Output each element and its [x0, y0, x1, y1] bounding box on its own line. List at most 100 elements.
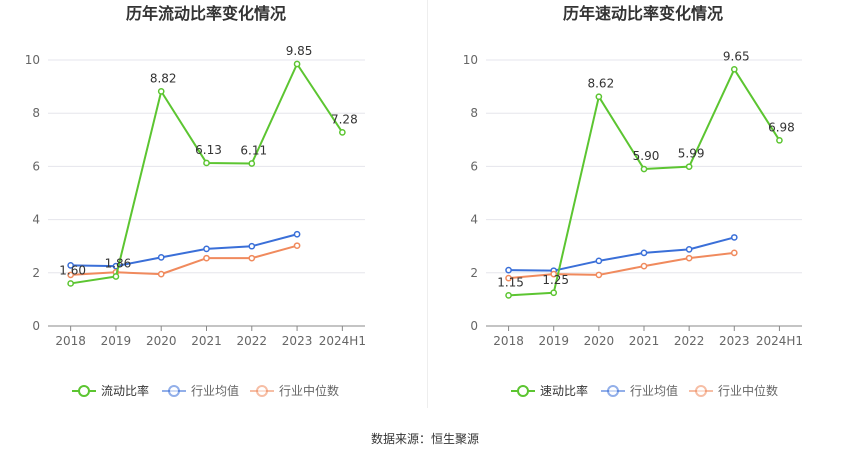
data-point: [730, 65, 738, 73]
legend-label: 行业均值: [630, 383, 678, 398]
data-point: [595, 257, 603, 265]
data-label: 5.90: [633, 149, 660, 163]
data-label: 1.86: [105, 257, 132, 271]
data-point: [67, 262, 74, 269]
data-point: [505, 292, 512, 299]
data-point: [505, 266, 512, 274]
data-point: [730, 234, 738, 241]
data-point: [730, 249, 738, 257]
data-point: [293, 242, 301, 250]
legend-item: 速动比率: [511, 383, 588, 398]
data-point: [595, 271, 603, 279]
x-tick-label: 2023: [282, 334, 313, 348]
legend-marker: [78, 385, 90, 397]
data-point: [339, 129, 346, 136]
legend-item: 行业中位数: [250, 383, 339, 398]
x-tick-label: 2024H1: [319, 334, 366, 348]
y-tick-label: 10: [25, 53, 40, 67]
data-label: 8.82: [150, 71, 177, 85]
data-point: [248, 160, 256, 167]
legend-marker: [168, 385, 180, 397]
x-tick-label: 2022: [237, 334, 268, 348]
y-tick-label: 2: [470, 266, 478, 280]
legend-item: 行业均值: [601, 383, 678, 398]
data-label: 6.13: [195, 143, 222, 157]
legend-label: 行业均值: [191, 383, 239, 398]
panel-divider: [427, 0, 428, 408]
data-point: [595, 93, 603, 101]
series-line: [508, 251, 735, 280]
y-tick-label: 8: [32, 106, 40, 120]
data-point: [203, 159, 210, 167]
legend-item: 流动比率: [72, 383, 149, 398]
data-point: [550, 270, 558, 278]
data-label: 7.28: [331, 112, 358, 126]
legend-item: 行业中位数: [689, 383, 778, 398]
data-point: [203, 245, 210, 253]
legend-label: 流动比率: [101, 383, 149, 398]
y-tick-label: 2: [32, 266, 40, 280]
series-line: [70, 244, 298, 276]
data-point: [685, 254, 693, 262]
chart-title: 历年速动比率变化情况: [563, 4, 723, 23]
x-tick-label: 2019: [538, 334, 569, 348]
y-tick-label: 0: [470, 319, 478, 333]
data-point: [157, 270, 165, 278]
data-label: 9.85: [286, 44, 313, 58]
data-label: 1.15: [497, 275, 524, 289]
data-point: [505, 274, 512, 282]
data-point: [776, 136, 783, 144]
data-point: [640, 262, 648, 270]
data-point: [67, 280, 74, 287]
y-tick-label: 4: [470, 213, 478, 227]
data-label: 1.60: [59, 263, 86, 277]
y-tick-label: 0: [32, 319, 40, 333]
x-tick-label: 2018: [55, 334, 86, 348]
data-label: 6.98: [768, 120, 795, 134]
data-point: [248, 254, 256, 262]
data-point: [112, 273, 120, 280]
data-label: 6.11: [240, 143, 267, 157]
x-tick-label: 2020: [146, 334, 177, 348]
y-tick-label: 6: [32, 159, 40, 173]
data-point: [550, 289, 558, 297]
series-line: [508, 236, 735, 272]
data-point: [248, 242, 256, 250]
data-point: [640, 165, 648, 173]
y-tick-label: 6: [470, 159, 478, 173]
data-label: 5.99: [678, 147, 705, 161]
data-point: [157, 254, 165, 261]
legend-marker: [607, 385, 619, 397]
x-tick-label: 2019: [101, 334, 132, 348]
x-tick-label: 2021: [191, 334, 222, 348]
data-point: [640, 249, 648, 257]
x-tick-label: 2022: [674, 334, 705, 348]
x-tick-label: 2023: [719, 334, 750, 348]
data-source-note: 数据来源：恒生聚源: [370, 432, 479, 446]
legend-marker: [256, 385, 268, 397]
data-point: [67, 271, 74, 279]
data-point: [685, 246, 693, 253]
quick-ratio-chart: 历年速动比率变化情况 0 2 4 6 8 10 2018 2019 2020 2021 2022 202…: [463, 4, 803, 398]
current-ratio-chart: 历年流动比率变化情况 0 2 4 6 8 10 2018 2019 2020 2021 2022 202…: [25, 4, 366, 398]
data-label: 1.25: [542, 273, 569, 287]
data-point: [203, 254, 210, 262]
data-label: 9.65: [723, 49, 750, 63]
series-line: [508, 68, 781, 297]
x-tick-label: 2018: [493, 334, 524, 348]
data-point: [685, 163, 693, 171]
legend-label: 行业中位数: [279, 383, 339, 398]
legend-marker: [695, 385, 707, 397]
y-tick-label: 4: [32, 213, 40, 227]
x-tick-label: 2021: [629, 334, 660, 348]
data-point: [293, 60, 301, 68]
legend-marker: [517, 385, 529, 397]
x-tick-label: 2020: [584, 334, 615, 348]
chart-title: 历年流动比率变化情况: [126, 4, 286, 23]
data-label: 8.62: [587, 77, 614, 91]
series-line: [70, 233, 298, 268]
data-point: [157, 88, 165, 95]
data-point: [293, 230, 301, 238]
x-tick-label: 2024H1: [756, 334, 803, 348]
